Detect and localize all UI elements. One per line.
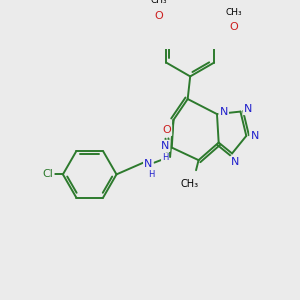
Text: N: N [231,157,240,167]
Text: H: H [148,170,155,179]
Text: H: H [162,153,168,162]
Text: N: N [250,131,259,141]
Text: CH₃: CH₃ [225,8,242,17]
Text: N: N [161,141,169,151]
Text: O: O [162,125,171,135]
Text: CH₃: CH₃ [150,0,167,5]
Text: O: O [154,11,163,21]
Text: N: N [244,104,252,114]
Text: N: N [220,106,228,117]
Text: N: N [144,159,152,169]
Text: Cl: Cl [42,169,53,179]
Text: O: O [229,22,238,32]
Text: CH₃: CH₃ [180,178,198,189]
